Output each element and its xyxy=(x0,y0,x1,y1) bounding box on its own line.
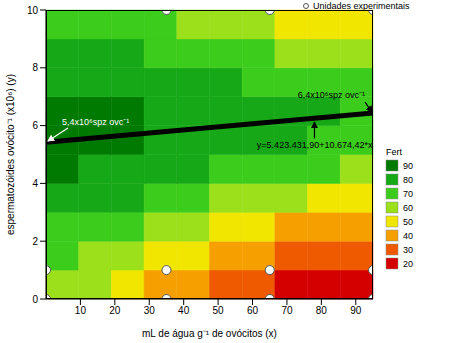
svg-text:20: 20 xyxy=(403,259,413,269)
svg-text:70: 70 xyxy=(281,305,293,316)
svg-text:90: 90 xyxy=(403,161,413,171)
svg-text:70: 70 xyxy=(403,189,413,199)
svg-text:20: 20 xyxy=(109,305,121,316)
svg-text:6,4x10⁶spz ovc⁻¹: 6,4x10⁶spz ovc⁻¹ xyxy=(298,90,365,100)
svg-text:6: 6 xyxy=(32,120,38,131)
svg-text:50: 50 xyxy=(403,217,413,227)
svg-text:50: 50 xyxy=(213,305,225,316)
svg-text:mL de água g⁻¹ de ovócitos (x): mL de água g⁻¹ de ovócitos (x) xyxy=(142,328,277,339)
svg-text:espermatozóides ovócito⁻¹ (x10: espermatozóides ovócito⁻¹ (x10⁶) (y) xyxy=(8,74,16,235)
svg-text:90: 90 xyxy=(350,305,362,316)
svg-text:40: 40 xyxy=(178,305,190,316)
svg-text:y=5.423.431,90+10.674,42*x: y=5.423.431,90+10.674,42*x xyxy=(257,140,373,150)
svg-text:Unidades experimentais: Unidades experimentais xyxy=(313,1,410,11)
svg-text:10: 10 xyxy=(75,305,87,316)
svg-text:60: 60 xyxy=(247,305,259,316)
svg-text:80: 80 xyxy=(403,175,413,185)
svg-text:5,4x10⁶spz ovc⁻¹: 5,4x10⁶spz ovc⁻¹ xyxy=(62,117,129,127)
svg-text:40: 40 xyxy=(403,231,413,241)
svg-text:Fert: Fert xyxy=(386,147,403,157)
svg-text:2: 2 xyxy=(32,236,38,247)
svg-text:80: 80 xyxy=(316,305,328,316)
svg-text:4: 4 xyxy=(32,178,38,189)
svg-text:8: 8 xyxy=(32,62,38,73)
svg-text:30: 30 xyxy=(403,245,413,255)
svg-text:60: 60 xyxy=(403,203,413,213)
svg-text:10: 10 xyxy=(27,5,39,16)
svg-text:0: 0 xyxy=(32,294,38,305)
svg-text:30: 30 xyxy=(144,305,156,316)
